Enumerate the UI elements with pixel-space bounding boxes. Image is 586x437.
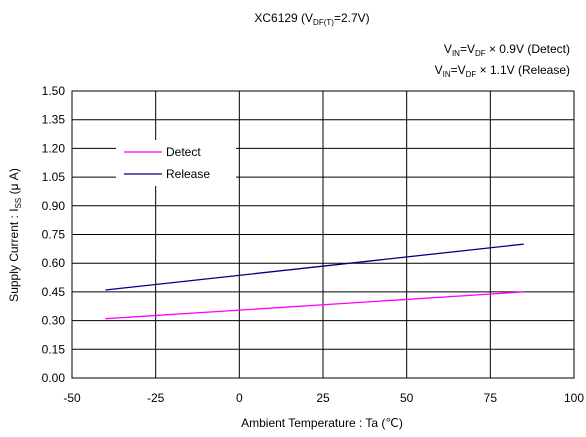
x-tick-label: 50: [400, 391, 414, 405]
y-tick-label: 0.90: [42, 199, 66, 213]
legend: Detect Release: [116, 140, 236, 186]
plot-area-frame: [71, 90, 575, 379]
grid-layer: [72, 91, 574, 378]
x-tick-label: 100: [564, 391, 584, 405]
x-tick-label: -25: [147, 391, 165, 405]
legend-release-label: Release: [166, 167, 210, 181]
y-tick-label: 1.50: [42, 84, 66, 98]
y-tick-label: 0.45: [42, 285, 66, 299]
x-tick-label: 25: [316, 391, 330, 405]
y-tick-label: 0.00: [42, 371, 66, 385]
y-axis-label: Supply Current : ISS (μ A): [7, 168, 23, 302]
x-tick-label: 75: [484, 391, 498, 405]
chart-title: XC6129 (VDF(T)=2.7V): [254, 11, 369, 27]
legend-box: [116, 140, 236, 186]
y-tick-label: 0.30: [42, 314, 66, 328]
y-tick-label: 1.05: [42, 170, 66, 184]
condition-release: VIN=VDF × 1.1V (Release): [435, 63, 570, 79]
y-tick-label: 1.20: [42, 141, 66, 155]
series-line-release: [105, 243, 524, 291]
y-tick-label: 0.15: [42, 342, 66, 356]
x-tick-label: -50: [63, 391, 81, 405]
y-tick-label: 0.75: [42, 228, 66, 242]
series-layer: [105, 243, 524, 320]
condition-detect: VIN=VDF × 0.9V (Detect): [444, 42, 570, 58]
x-axis-label: Ambient Temperature : Ta (℃): [241, 416, 403, 430]
y-tick-label: 0.60: [42, 256, 66, 270]
tick-layer: 0.00 0.15 0.30 0.45 0.60 0.75 0.90 1.05 1.20 1.35…: [42, 84, 585, 405]
legend-detect-label: Detect: [166, 145, 201, 159]
x-tick-label: 0: [236, 391, 243, 405]
y-tick-label: 1.35: [42, 113, 66, 127]
series-line-detect: [105, 291, 524, 320]
